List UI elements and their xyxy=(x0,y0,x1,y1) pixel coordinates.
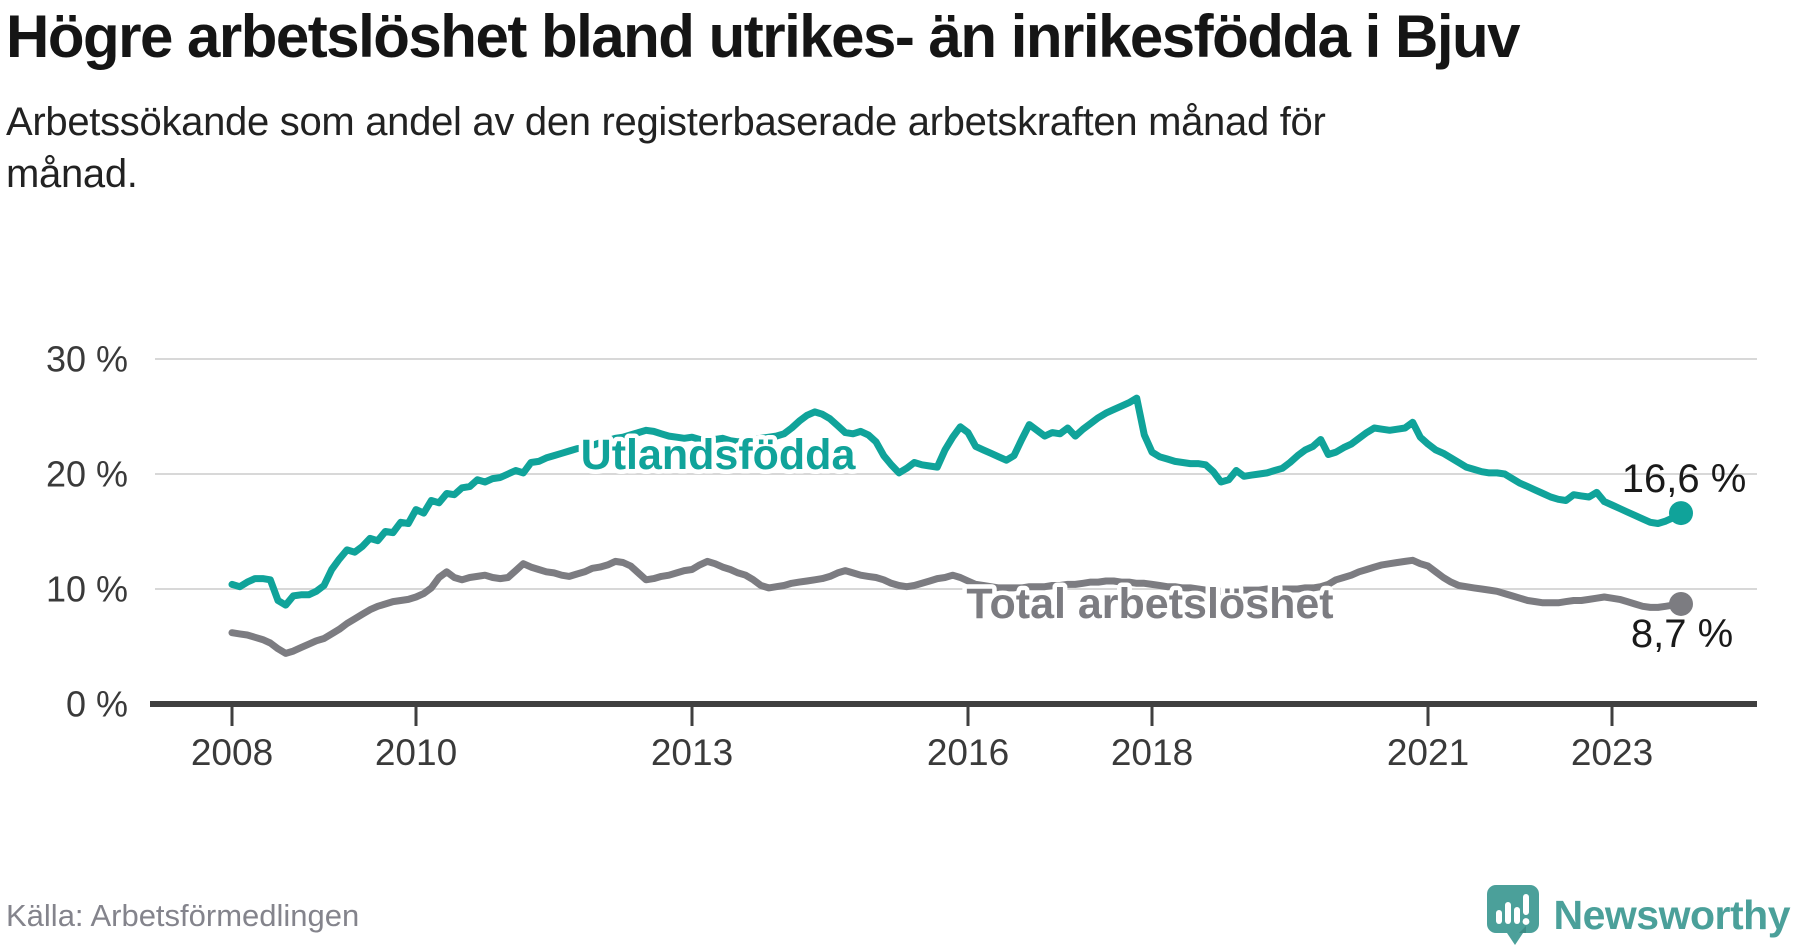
x-axis-label-2013: 2013 xyxy=(651,732,733,773)
x-axis-label-2018: 2018 xyxy=(1111,732,1193,773)
y-axis-label-0: 0 % xyxy=(66,684,128,725)
x-axis-label-2010: 2010 xyxy=(375,732,457,773)
series-label-total: Total arbetslöshet xyxy=(966,580,1333,628)
total-arbetsloshet-line xyxy=(228,556,1685,657)
total-end-value: 8,7 % xyxy=(1631,612,1733,656)
x-axis-label-2016: 2016 xyxy=(927,732,1009,773)
y-axis-label-10: 10 % xyxy=(46,569,128,610)
logo-wordmark: Newsworthy xyxy=(1553,891,1791,938)
newsworthy-logo: Newsworthy xyxy=(1486,884,1791,946)
y-axis-label-20: 20 % xyxy=(46,454,128,495)
newsworthy-bubble-icon xyxy=(1486,885,1539,945)
utlandsfodda-line xyxy=(228,394,1685,609)
total-end-dot xyxy=(1669,591,1693,616)
utlandsfodda-end-value: 16,6 % xyxy=(1622,457,1747,501)
x-axis-label-2008: 2008 xyxy=(191,732,273,773)
source-note: Källa: Arbetsförmedlingen xyxy=(6,898,360,933)
utlandsfodda-end-dot xyxy=(1669,501,1693,526)
chart-subtitle: Arbetssökande som andel av den registerb… xyxy=(6,99,1326,197)
x-axis-label-2023: 2023 xyxy=(1571,732,1653,773)
x-axis-label-2021: 2021 xyxy=(1387,732,1469,773)
page-title: Högre arbetslöshet bland utrikes- än inr… xyxy=(6,3,1521,70)
series-label-utlandsfodda: Utlandsfödda xyxy=(581,431,857,479)
chart-header: Högre arbetslöshet bland utrikes- än inr… xyxy=(6,2,1566,201)
y-axis-label-30: 30 % xyxy=(46,339,128,380)
